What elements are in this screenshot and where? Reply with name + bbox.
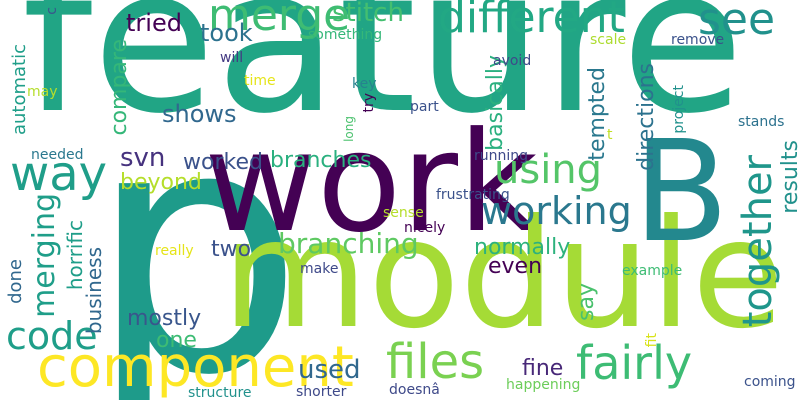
word-2: p (88, 54, 304, 400)
word-61: sense (383, 205, 424, 221)
word-63: really (155, 243, 194, 259)
word-50: remove (671, 32, 725, 48)
word-57: stands (738, 114, 785, 130)
word-38: done (5, 259, 26, 304)
word-59: running (474, 148, 529, 164)
word-14: fairly (576, 336, 693, 390)
word-65: example (622, 263, 683, 279)
word-58: t (607, 127, 613, 143)
word-43: used (298, 355, 361, 385)
word-70: structure (188, 385, 252, 400)
word-19: stitch (332, 0, 404, 28)
word-42: fine (522, 356, 564, 381)
word-67: happening (506, 377, 581, 393)
word-12: working (481, 189, 632, 233)
word-7: merge (208, 0, 351, 41)
word-5: B (633, 111, 730, 274)
word-45: will (220, 50, 244, 66)
word-30: beyond (120, 170, 202, 195)
word-18: branching (278, 227, 419, 260)
word-20: tried (126, 9, 182, 37)
word-33: normally (474, 235, 571, 260)
word-40: mostly (127, 306, 202, 331)
word-8: different (438, 0, 625, 43)
word-23: basically (483, 55, 508, 151)
word-53: part (410, 99, 439, 115)
word-66: fit (644, 333, 660, 348)
word-28: worked (183, 150, 263, 175)
word-64: make (300, 261, 339, 277)
word-22: shows (162, 100, 237, 128)
word-55: long (342, 116, 356, 142)
word-25: compare (107, 39, 132, 136)
word-11: using (494, 147, 603, 193)
word-3: work (204, 102, 538, 263)
word-10: way (10, 146, 108, 202)
word-21: took (200, 19, 253, 47)
word-34: two (211, 237, 252, 262)
word-15: code (6, 314, 98, 358)
word-52: key (352, 76, 377, 92)
word-4: module (222, 188, 785, 362)
word-35: even (488, 254, 543, 279)
word-49: scale (590, 32, 627, 48)
word-24: tempted (585, 67, 610, 161)
word-16: together (735, 155, 781, 328)
word-48: needed (31, 147, 84, 163)
word-71: coming (744, 374, 796, 390)
word-1: feature (22, 0, 745, 158)
word-13: files (386, 334, 485, 390)
word-62: nicely (404, 220, 446, 236)
word-29: branches (270, 148, 372, 173)
word-68: doesnâ (389, 382, 440, 398)
word-17: merging (27, 193, 62, 318)
word-41: one (156, 328, 197, 353)
word-9: see (698, 0, 776, 45)
word-27: svn (120, 143, 166, 173)
word-69: shorter (296, 384, 347, 400)
word-6: component (37, 335, 354, 400)
word-37: business (82, 247, 106, 335)
word-32: results (778, 140, 800, 214)
word-54: try (361, 93, 377, 113)
word-56: project (671, 85, 687, 134)
word-26: directions (634, 63, 659, 171)
word-47: may (27, 84, 58, 100)
word-44: something (308, 27, 383, 43)
word-39: say (574, 283, 599, 321)
word-46: time (244, 73, 276, 89)
word-72: c (44, 7, 60, 15)
word-60: frustrating (436, 187, 510, 203)
word-51: avoid (493, 53, 532, 69)
